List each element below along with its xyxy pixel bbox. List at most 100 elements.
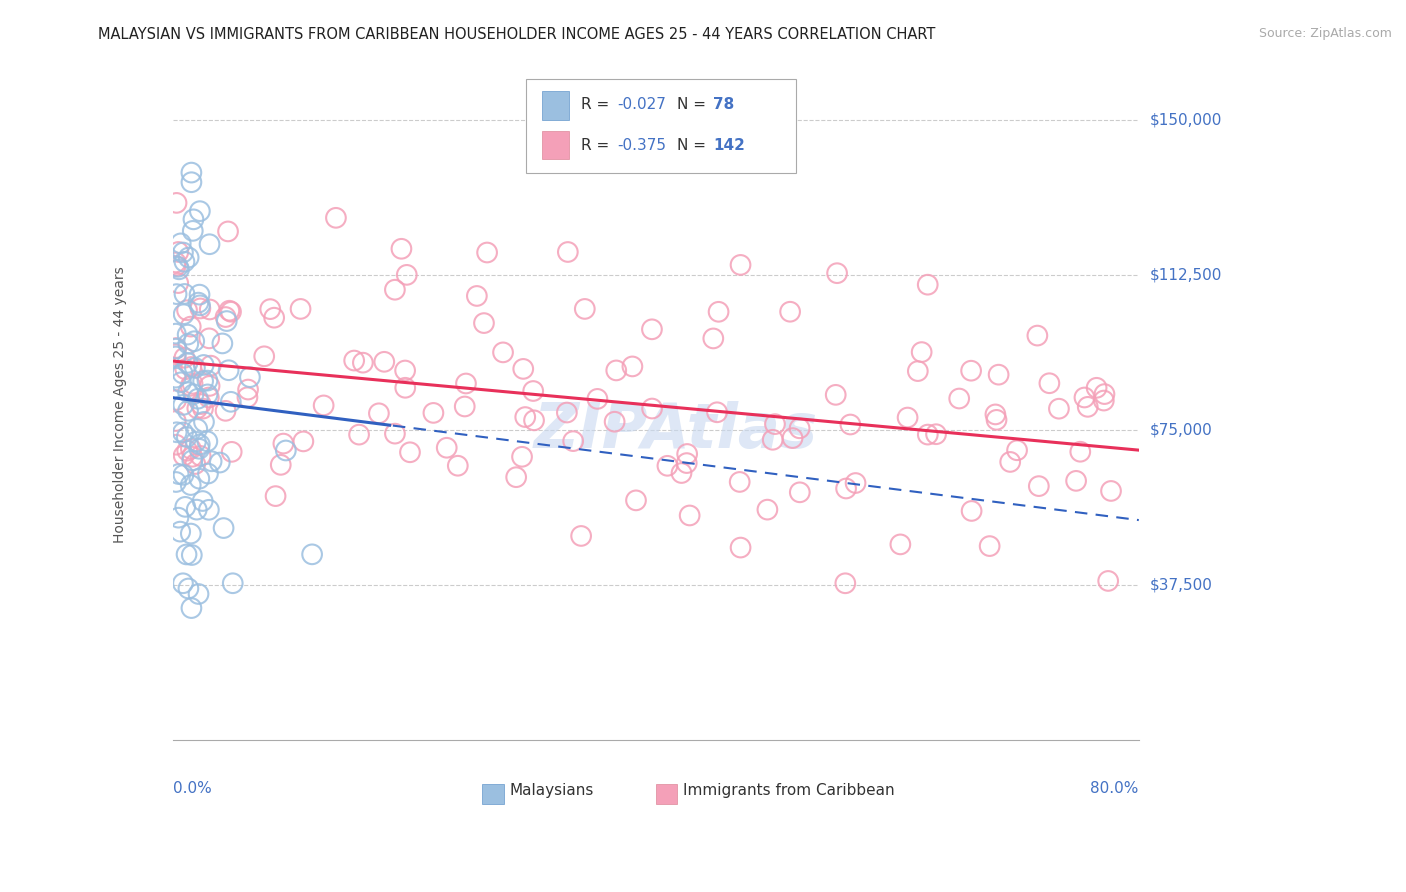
Immigrants from Caribbean — [198, 391, 221, 405]
Malaysians — [167, 467, 190, 481]
Immigrants from Caribbean — [200, 359, 222, 373]
Malaysians — [197, 467, 219, 481]
Immigrants from Caribbean — [1028, 479, 1050, 493]
Immigrants from Caribbean — [574, 301, 596, 316]
Immigrants from Caribbean — [1099, 483, 1122, 498]
Immigrants from Caribbean — [384, 426, 406, 441]
Text: Householder Income Ages 25 - 44 years: Householder Income Ages 25 - 44 years — [114, 266, 127, 543]
Malaysians — [222, 576, 245, 591]
Malaysians — [188, 287, 211, 301]
Immigrants from Caribbean — [621, 359, 644, 374]
Immigrants from Caribbean — [925, 427, 948, 442]
Immigrants from Caribbean — [522, 384, 544, 398]
FancyBboxPatch shape — [482, 784, 503, 805]
Malaysians — [172, 398, 194, 412]
Immigrants from Caribbean — [180, 379, 202, 393]
Immigrants from Caribbean — [523, 413, 546, 427]
Immigrants from Caribbean — [907, 364, 929, 378]
Text: -0.375: -0.375 — [617, 137, 666, 153]
Immigrants from Caribbean — [779, 304, 801, 318]
Malaysians — [195, 434, 218, 449]
Malaysians — [173, 307, 195, 321]
Immigrants from Caribbean — [186, 401, 208, 416]
Immigrants from Caribbean — [728, 475, 751, 489]
Immigrants from Caribbean — [264, 489, 287, 503]
Immigrants from Caribbean — [236, 383, 259, 397]
Malaysians — [198, 237, 221, 252]
Immigrants from Caribbean — [290, 301, 312, 316]
Malaysians — [193, 415, 215, 429]
Immigrants from Caribbean — [986, 413, 1008, 427]
Malaysians — [181, 224, 204, 238]
Immigrants from Caribbean — [1077, 400, 1099, 414]
Immigrants from Caribbean — [180, 359, 202, 374]
Malaysians — [193, 358, 215, 372]
Immigrants from Caribbean — [1064, 474, 1087, 488]
Immigrants from Caribbean — [987, 368, 1010, 382]
Immigrants from Caribbean — [624, 493, 647, 508]
Immigrants from Caribbean — [679, 508, 702, 523]
Immigrants from Caribbean — [834, 576, 856, 591]
Malaysians — [183, 212, 205, 227]
Immigrants from Caribbean — [505, 470, 527, 484]
Text: 78: 78 — [713, 96, 734, 112]
Immigrants from Caribbean — [165, 341, 187, 355]
Immigrants from Caribbean — [472, 316, 495, 330]
Malaysians — [165, 342, 187, 356]
Immigrants from Caribbean — [394, 363, 416, 377]
Immigrants from Caribbean — [325, 211, 347, 225]
Immigrants from Caribbean — [395, 268, 418, 282]
Malaysians — [176, 356, 198, 370]
Immigrants from Caribbean — [214, 404, 236, 418]
Malaysians — [188, 298, 211, 312]
Malaysians — [187, 295, 209, 310]
Immigrants from Caribbean — [214, 310, 236, 324]
Immigrants from Caribbean — [174, 362, 197, 376]
Immigrants from Caribbean — [454, 400, 477, 414]
Immigrants from Caribbean — [1094, 387, 1116, 401]
Immigrants from Caribbean — [917, 427, 939, 442]
Immigrants from Caribbean — [789, 485, 811, 500]
Malaysians — [201, 454, 224, 468]
Malaysians — [165, 475, 187, 489]
Malaysians — [188, 204, 211, 219]
Immigrants from Caribbean — [198, 302, 221, 317]
Immigrants from Caribbean — [917, 277, 939, 292]
Malaysians — [180, 165, 202, 179]
Immigrants from Caribbean — [1092, 393, 1115, 408]
Immigrants from Caribbean — [352, 356, 374, 370]
Immigrants from Caribbean — [218, 303, 240, 318]
Malaysians — [172, 467, 194, 482]
Immigrants from Caribbean — [436, 441, 458, 455]
Immigrants from Caribbean — [259, 302, 281, 317]
Immigrants from Caribbean — [960, 504, 983, 518]
Immigrants from Caribbean — [641, 401, 664, 416]
Malaysians — [172, 576, 194, 591]
Immigrants from Caribbean — [510, 450, 533, 464]
Malaysians — [166, 425, 188, 440]
Text: Source: ZipAtlas.com: Source: ZipAtlas.com — [1258, 27, 1392, 40]
Immigrants from Caribbean — [756, 502, 779, 516]
Text: $75,000: $75,000 — [1150, 423, 1212, 438]
Immigrants from Caribbean — [167, 276, 190, 290]
Malaysians — [177, 582, 200, 596]
Text: R =: R = — [581, 137, 614, 153]
Immigrants from Caribbean — [263, 310, 285, 325]
Immigrants from Caribbean — [384, 283, 406, 297]
Text: $150,000: $150,000 — [1150, 112, 1222, 128]
Immigrants from Caribbean — [1069, 444, 1091, 458]
Malaysians — [180, 526, 202, 541]
Immigrants from Caribbean — [347, 427, 370, 442]
Immigrants from Caribbean — [889, 537, 911, 551]
Immigrants from Caribbean — [176, 443, 198, 458]
Malaysians — [180, 548, 202, 562]
Immigrants from Caribbean — [198, 379, 221, 393]
Immigrants from Caribbean — [641, 322, 664, 336]
Immigrants from Caribbean — [1038, 376, 1060, 391]
Malaysians — [177, 404, 200, 418]
Immigrants from Caribbean — [173, 449, 195, 463]
Malaysians — [172, 367, 194, 381]
Malaysians — [170, 236, 193, 251]
Immigrants from Caribbean — [762, 433, 785, 447]
Immigrants from Caribbean — [555, 405, 578, 419]
